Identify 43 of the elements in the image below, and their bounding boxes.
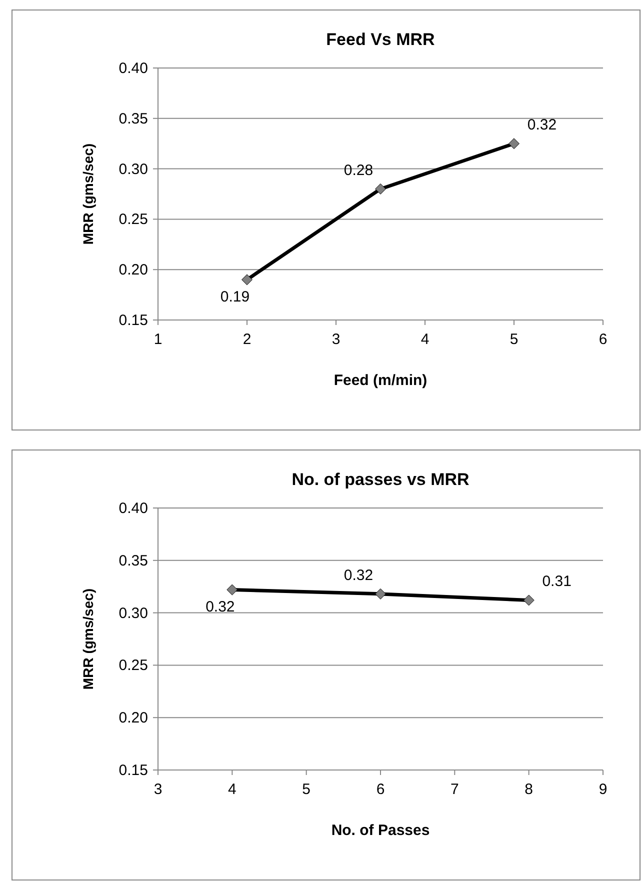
y-tick-label: 0.35 (118, 110, 148, 128)
x-tick-label: 1 (154, 331, 162, 348)
x-tick-label: 7 (450, 781, 459, 798)
y-tick-label: 0.15 (118, 312, 148, 329)
y-tick-label: 0.15 (118, 762, 148, 779)
x-tick-label: 2 (242, 331, 252, 348)
point (375, 183, 386, 194)
x-tick-label: 4 (420, 331, 430, 348)
point (508, 138, 520, 150)
chart-title: No. of passes vs MRR (292, 470, 470, 489)
y-tick-label: 0.25 (118, 211, 148, 228)
chart-title: Feed Vs MRR (326, 30, 435, 49)
y-tick-label: 0.30 (118, 604, 148, 622)
data-label: 0.32 (344, 566, 374, 584)
x-axis-title: Feed (m/min) (334, 372, 428, 389)
y-tick-label: 0.35 (118, 552, 148, 570)
x-tick-label: 5 (510, 331, 518, 348)
point (375, 588, 386, 600)
x-tick-label: 8 (524, 781, 534, 798)
x-tick-label: 6 (376, 781, 385, 798)
x-tick-label: 6 (598, 331, 608, 348)
y-tick-label: 0.20 (118, 710, 148, 727)
point (523, 594, 534, 606)
y-axis-title: MRR (gms/sec) (80, 588, 96, 690)
y-tick-label: 0.20 (118, 262, 148, 279)
x-tick-label: 4 (228, 781, 236, 798)
point (226, 584, 238, 596)
y-tick-label: 0.40 (118, 60, 148, 77)
data-label: 0.32 (206, 598, 235, 616)
data-label: 0.32 (527, 116, 557, 134)
point (242, 274, 252, 286)
x-tick-label: 5 (302, 781, 311, 798)
data-label: 0.28 (344, 162, 374, 179)
x-axis-title: No. of Passes (331, 822, 430, 839)
x-tick-label: 3 (154, 781, 162, 798)
y-tick-label: 0.25 (118, 657, 148, 674)
x-tick-label: 3 (332, 331, 340, 348)
data-label: 0.31 (542, 573, 572, 590)
y-axis-title: MRR (gms/sec) (80, 143, 96, 245)
x-tick-label: 9 (598, 781, 608, 798)
data-label: 0.19 (220, 288, 250, 306)
y-tick-label: 0.40 (118, 500, 148, 517)
y-tick-label: 0.30 (118, 160, 148, 178)
